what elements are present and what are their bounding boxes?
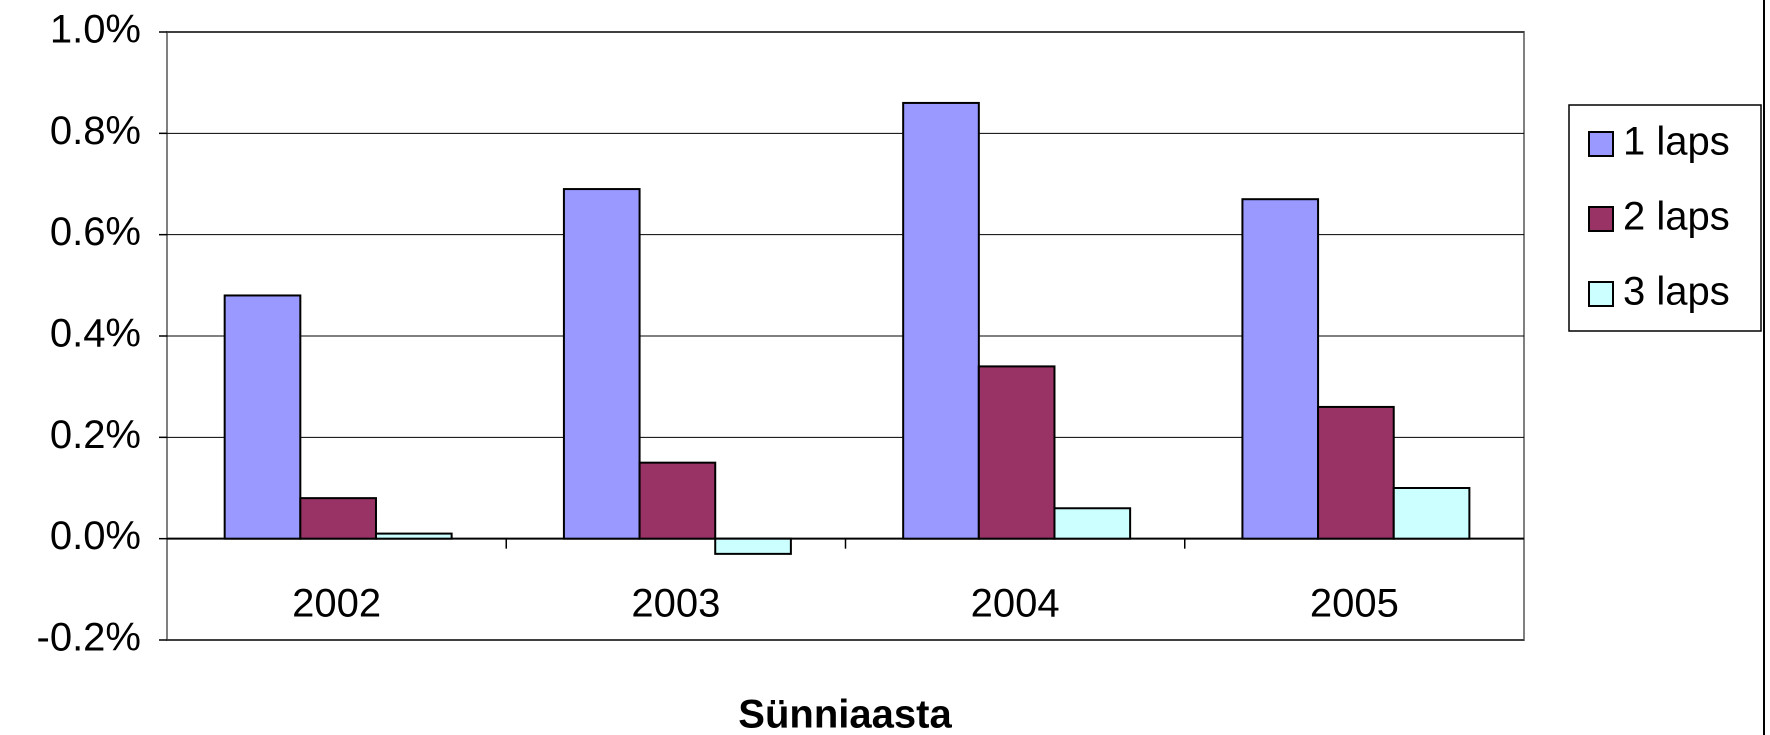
y-tick-label: -0.2% [37, 616, 142, 660]
legend-label: 1 laps [1623, 120, 1730, 164]
y-tick-label: 1.0% [50, 8, 141, 52]
bar [562, 188, 641, 540]
bar [1317, 405, 1395, 540]
y-tick-label: 0.4% [50, 312, 141, 356]
bar [902, 101, 980, 540]
x-tick-label: 2003 [631, 582, 720, 626]
legend-label: 3 laps [1623, 270, 1730, 314]
y-tick-label: 0.8% [50, 109, 141, 153]
x-tick-label: 2005 [1310, 582, 1399, 626]
x-axis-title: Sünniaasta [738, 693, 952, 735]
legend-swatch [1588, 131, 1614, 157]
bar [374, 532, 453, 540]
bar [714, 537, 792, 555]
bar [299, 497, 377, 540]
y-tick-label: 0.0% [50, 514, 141, 558]
bar [223, 294, 302, 540]
bar [1392, 487, 1471, 540]
legend-swatch [1588, 281, 1614, 307]
x-tick-label: 2004 [971, 582, 1060, 626]
y-tick-label: 0.2% [50, 413, 141, 457]
bar [1053, 507, 1132, 540]
x-tick-label: 2002 [292, 582, 381, 626]
bar [977, 365, 1056, 540]
bar [638, 461, 717, 540]
bar [1241, 198, 1320, 540]
legend-label: 2 laps [1623, 195, 1730, 239]
y-tick-label: 0.6% [50, 210, 141, 254]
legend-swatch [1588, 206, 1614, 232]
